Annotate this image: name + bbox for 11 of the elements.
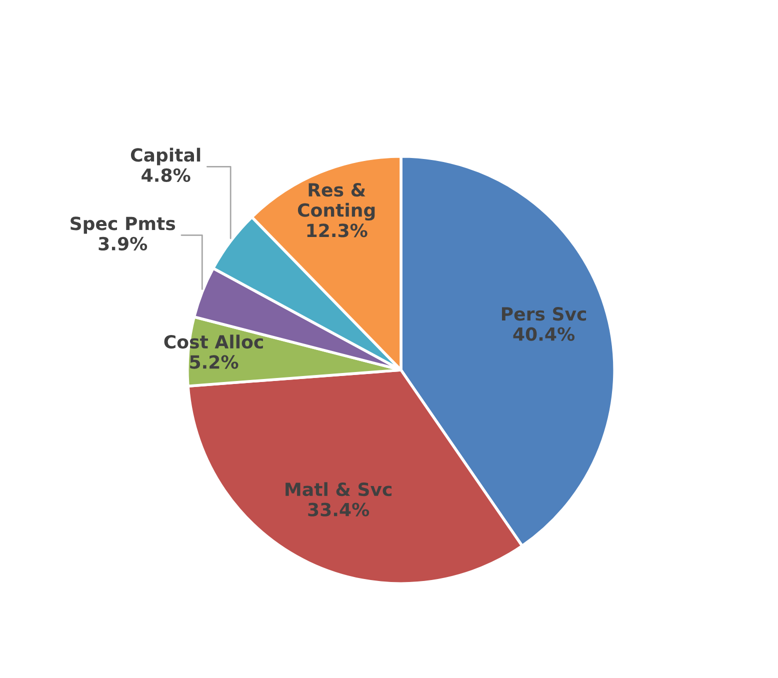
slice-label: Res & Conting: [298, 183, 375, 221]
data-label: 5.2%: [190, 355, 238, 369]
data-label: 40.4%: [513, 327, 575, 341]
data-label: 12.3%: [307, 224, 368, 238]
slice-label: Spec Pmts: [70, 216, 176, 234]
data-label: 4.8%: [142, 168, 190, 182]
data-label: 33.4%: [308, 502, 370, 516]
data-label: 3.9%: [98, 236, 148, 251]
slice-label: Pers Svc: [502, 307, 586, 321]
slice-label: Capital: [130, 148, 200, 166]
slice-label: Matl & Svc: [286, 482, 392, 496]
